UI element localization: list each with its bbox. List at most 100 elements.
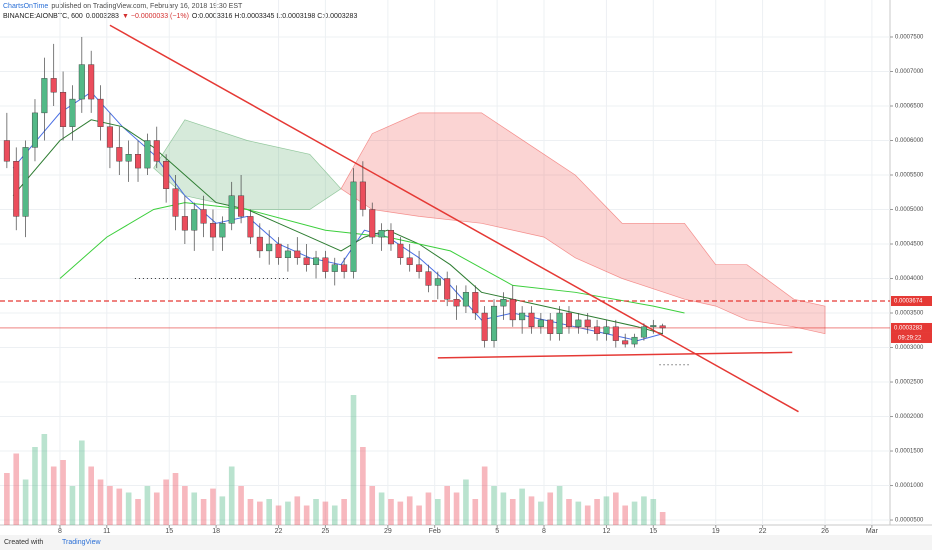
candle-body xyxy=(181,216,188,231)
volume-bar xyxy=(60,460,66,525)
volume-bar xyxy=(575,501,582,525)
y-tick-label: 0.0007500 xyxy=(895,35,924,41)
candle-body xyxy=(350,181,357,272)
x-tick-label: Feb xyxy=(429,528,441,535)
volume-bar xyxy=(481,466,488,525)
price-label-box xyxy=(891,322,932,333)
volume-bar xyxy=(435,499,441,525)
candle-body xyxy=(547,319,554,334)
x-tick-label: 22 xyxy=(759,528,767,535)
candle-body xyxy=(106,126,113,148)
candle-body xyxy=(125,154,132,162)
x-tick-label: 11 xyxy=(103,528,110,535)
candle-body xyxy=(275,243,282,259)
volume-bar xyxy=(257,501,263,525)
y-tick-label: 0.0001000 xyxy=(895,483,924,489)
candle-body xyxy=(509,299,516,321)
candle-body xyxy=(453,299,460,307)
volume-bar xyxy=(41,434,48,525)
volume-bar xyxy=(491,486,497,525)
volume-bar xyxy=(50,466,57,525)
footer-bar xyxy=(0,535,932,550)
volume-bar xyxy=(528,496,535,525)
y-tick-label: 0.0006000 xyxy=(895,138,924,144)
x-tick-label: 26 xyxy=(821,528,829,535)
volume-bar xyxy=(266,499,272,525)
candle-body xyxy=(60,91,67,127)
candle-body xyxy=(31,112,38,148)
volume-bar xyxy=(416,505,422,525)
volume-bar xyxy=(228,466,235,525)
volume-bar xyxy=(4,473,10,525)
candle-body xyxy=(584,319,591,328)
footer-brand[interactable]: TradingView xyxy=(62,539,101,546)
volume-bar xyxy=(322,501,329,525)
candle-body xyxy=(650,325,657,328)
x-tick-label: 12 xyxy=(603,528,611,535)
candle-body xyxy=(565,312,572,328)
y-tick-label: 0.0006500 xyxy=(895,104,924,110)
footer-text: Created with xyxy=(4,539,43,546)
volume-bar xyxy=(369,486,376,525)
candle-body xyxy=(69,98,76,127)
candle-body xyxy=(153,140,160,162)
candle-body xyxy=(612,326,619,341)
candle-body xyxy=(331,264,338,272)
x-tick-label: 15 xyxy=(165,528,173,535)
candle-body xyxy=(13,160,20,217)
volume-bar xyxy=(538,501,544,525)
candle-body xyxy=(322,257,329,272)
volume-bar xyxy=(200,499,207,525)
y-tick-label: 0.0004500 xyxy=(895,242,924,248)
trend-line xyxy=(109,24,799,413)
y-tick-label: 0.0002500 xyxy=(895,380,924,386)
countdown-box xyxy=(891,332,932,343)
x-tick-label: 15 xyxy=(649,528,657,535)
published: published on TradingView.com, February 1… xyxy=(51,3,243,10)
y-tick-label: 0.0001500 xyxy=(895,449,924,455)
volume-bar xyxy=(509,499,516,525)
volume-bar xyxy=(294,496,301,525)
x-tick-label: 19 xyxy=(712,528,720,535)
candle-body xyxy=(247,216,254,238)
volume-bar xyxy=(79,440,85,525)
volume-bar xyxy=(22,479,29,525)
volume-bar xyxy=(566,499,572,525)
volume-bar xyxy=(519,488,525,525)
candle-body xyxy=(256,236,263,252)
candle-body xyxy=(209,223,216,238)
volume-bar xyxy=(285,501,291,525)
x-tick-label: 29 xyxy=(384,528,392,535)
volume-bar xyxy=(341,499,347,525)
candle-body xyxy=(284,250,291,259)
volume-bar xyxy=(556,486,563,525)
candle-body xyxy=(537,319,544,328)
candle-body xyxy=(659,325,666,329)
candle-body xyxy=(50,78,57,93)
candle-body xyxy=(631,336,638,345)
author[interactable]: ChartsOnTime xyxy=(3,3,48,10)
price-change: ▼ −0.0000033 (−1%) xyxy=(122,13,189,20)
x-tick-label: Mar xyxy=(866,528,879,535)
volume-bar xyxy=(182,486,188,525)
x-tick-label: 18 xyxy=(212,528,220,535)
volume-bar xyxy=(350,395,357,525)
volume-bar xyxy=(406,496,413,525)
candle-body xyxy=(97,98,104,127)
candle-body xyxy=(78,64,85,100)
candle-body xyxy=(556,312,563,334)
candle-body xyxy=(434,278,441,286)
candle-body xyxy=(303,257,310,265)
y-tick-label: 0.0003500 xyxy=(895,311,924,317)
ichimoku-cloud xyxy=(340,112,826,335)
candle-body xyxy=(41,78,48,114)
ohlc: O:0.0003316 H:0.0003345 L:0.0003198 C:0.… xyxy=(192,13,358,20)
volume-bar xyxy=(88,466,94,525)
volume-bar xyxy=(191,492,198,525)
volume-bar xyxy=(275,505,282,525)
candle-body xyxy=(378,230,385,238)
candle-body xyxy=(425,271,432,286)
x-tick-label: 25 xyxy=(321,528,329,535)
y-tick-label: 0.0005500 xyxy=(895,173,924,179)
last-price: 0.0003283 xyxy=(86,13,119,20)
